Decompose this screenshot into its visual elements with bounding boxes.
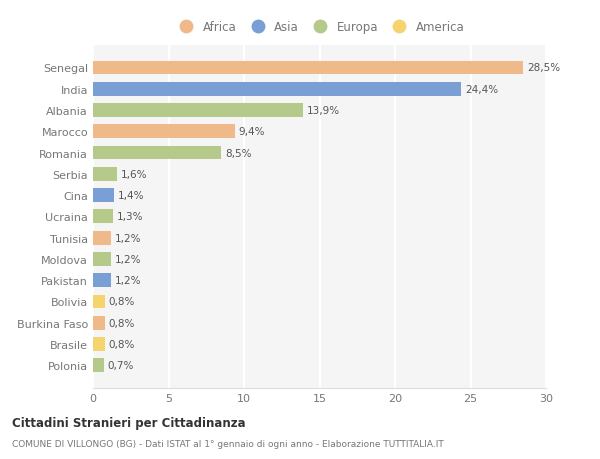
Legend: Africa, Asia, Europa, America: Africa, Asia, Europa, America xyxy=(171,17,468,38)
Text: 28,5%: 28,5% xyxy=(527,63,560,73)
Text: 0,8%: 0,8% xyxy=(109,339,135,349)
Text: 9,4%: 9,4% xyxy=(239,127,265,137)
Text: 0,8%: 0,8% xyxy=(109,297,135,307)
Text: 1,2%: 1,2% xyxy=(115,254,142,264)
Bar xyxy=(93,316,105,330)
Bar xyxy=(93,125,235,139)
Text: COMUNE DI VILLONGO (BG) - Dati ISTAT al 1° gennaio di ogni anno - Elaborazione T: COMUNE DI VILLONGO (BG) - Dati ISTAT al … xyxy=(12,439,444,448)
Bar xyxy=(93,210,113,224)
Bar xyxy=(93,252,111,266)
Text: 1,6%: 1,6% xyxy=(121,169,148,179)
Bar xyxy=(93,62,523,75)
Bar xyxy=(93,189,114,202)
Bar xyxy=(93,168,117,181)
Text: 1,4%: 1,4% xyxy=(118,190,145,201)
Bar xyxy=(93,83,461,96)
Bar xyxy=(93,358,104,372)
Text: 24,4%: 24,4% xyxy=(465,84,499,95)
Bar xyxy=(93,146,221,160)
Text: 1,2%: 1,2% xyxy=(115,233,142,243)
Text: 0,8%: 0,8% xyxy=(109,318,135,328)
Bar xyxy=(93,337,105,351)
Text: 1,2%: 1,2% xyxy=(115,275,142,285)
Bar xyxy=(93,104,303,118)
Text: Cittadini Stranieri per Cittadinanza: Cittadini Stranieri per Cittadinanza xyxy=(12,416,245,429)
Text: 13,9%: 13,9% xyxy=(307,106,340,116)
Bar xyxy=(93,274,111,287)
Text: 1,3%: 1,3% xyxy=(116,212,143,222)
Bar xyxy=(93,231,111,245)
Text: 8,5%: 8,5% xyxy=(225,148,251,158)
Text: 0,7%: 0,7% xyxy=(107,360,134,370)
Bar xyxy=(93,295,105,308)
